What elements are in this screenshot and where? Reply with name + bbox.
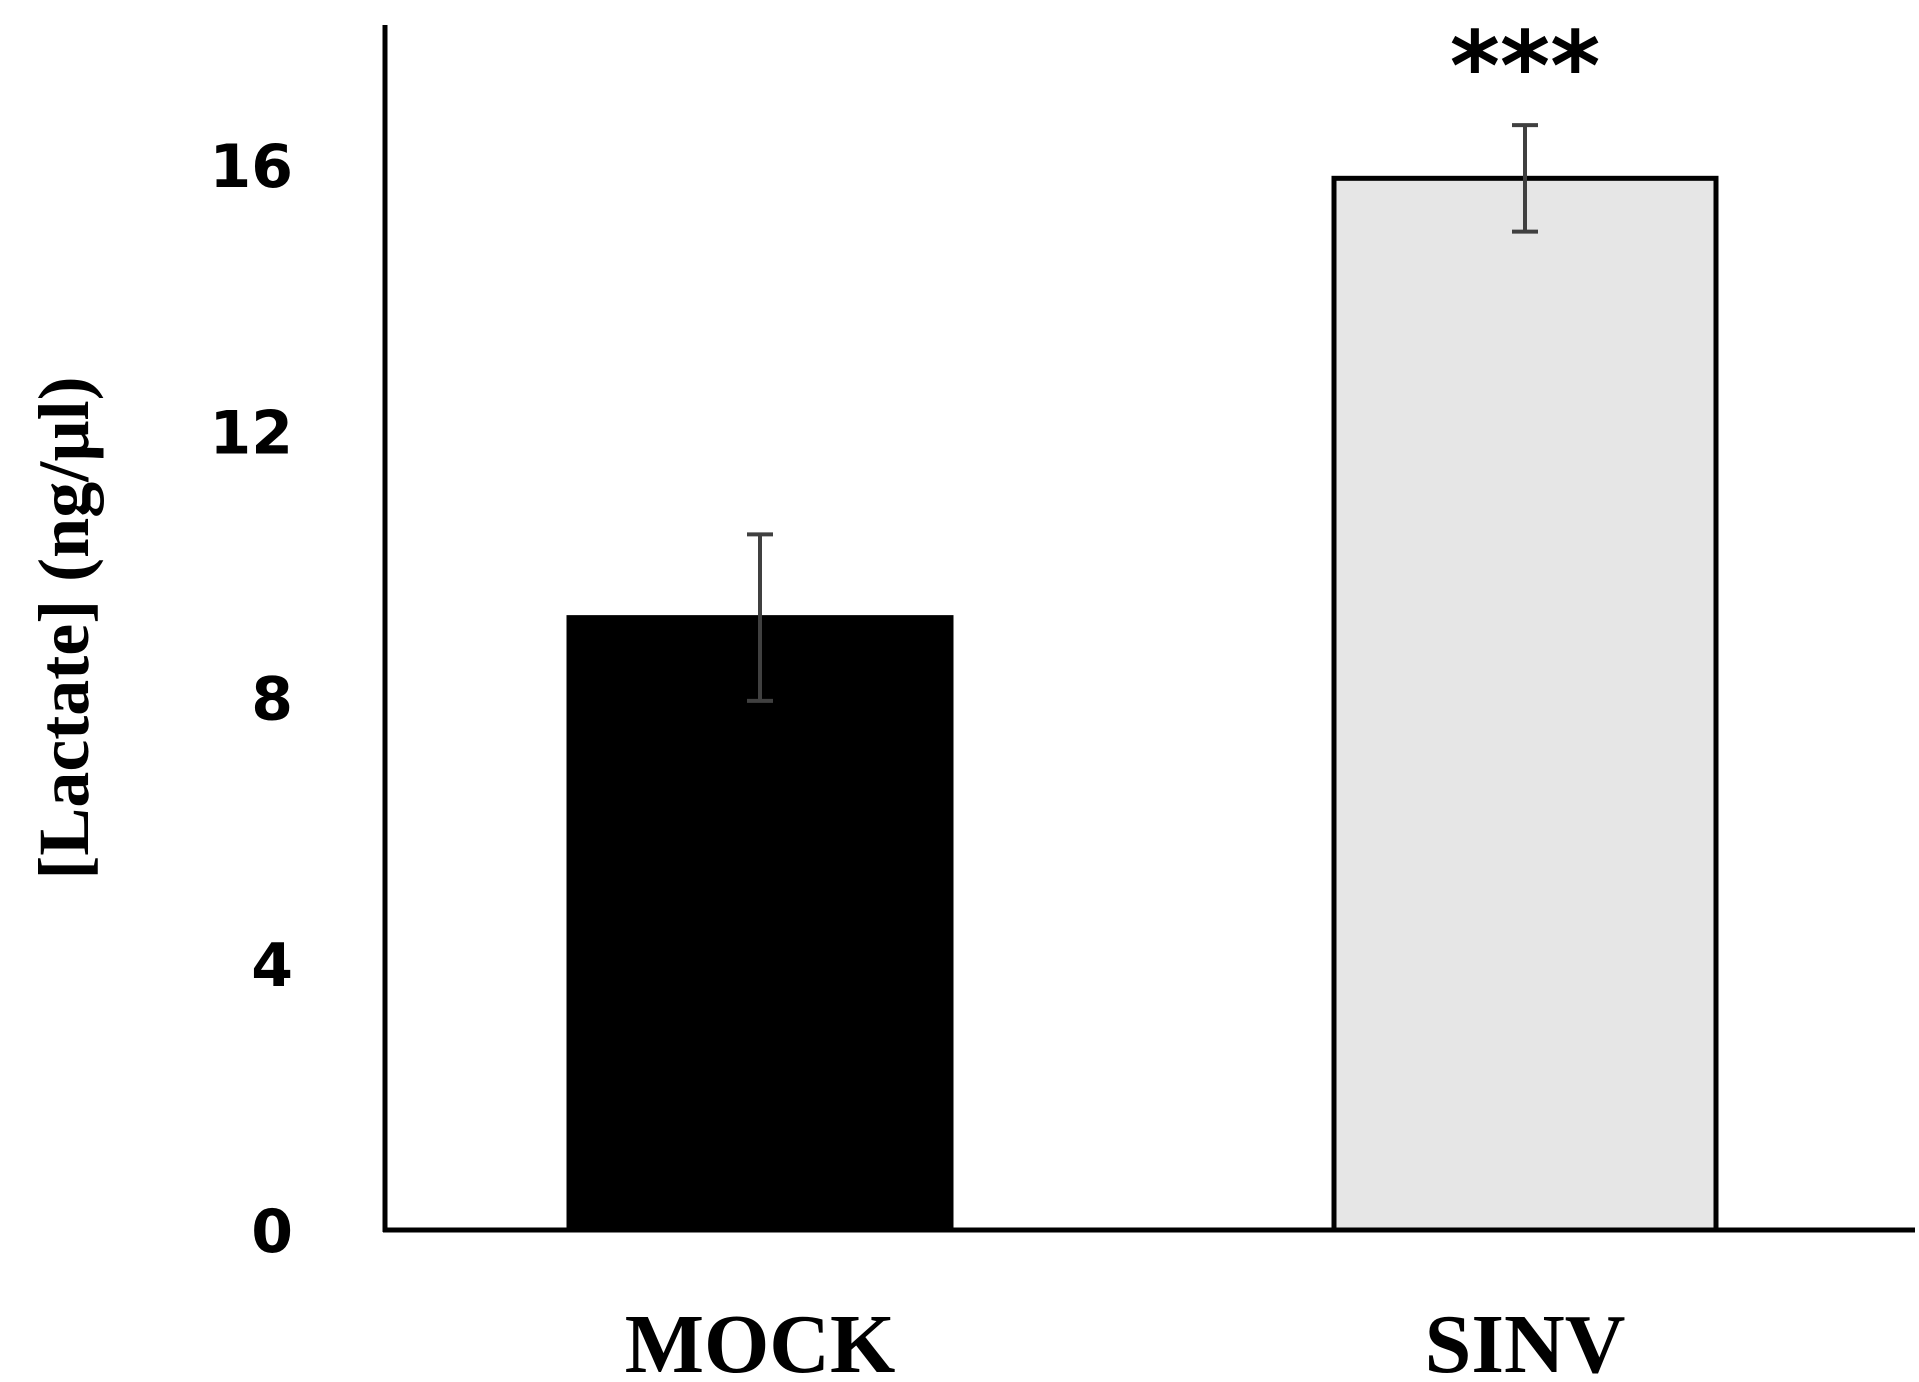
x-category-label: SINV [1425,1298,1626,1382]
x-category-label: MOCK [625,1298,896,1382]
y-tick-labels: 0 4 8 12 16 [210,132,294,1267]
error-bar-sinv [1512,123,1538,234]
error-bars [747,123,1538,703]
bar-sinv [1331,175,1719,1233]
significance-annotations: *** [1450,11,1601,123]
bar-mock [566,615,954,1233]
y-tick-label: 8 [251,665,293,735]
y-axis-label: [Lactate] (ng/µl) [24,376,104,879]
significance-label: *** [1450,11,1601,123]
y-tick-label: 4 [251,931,293,1001]
error-bar-mock [747,532,773,703]
y-tick-label: 16 [210,132,294,202]
axes [382,25,1915,1233]
x-category-labels: MOCK SINV [625,1298,1626,1382]
y-tick-label: 0 [251,1197,293,1267]
y-tick-label: 12 [210,398,294,468]
bars [566,175,1719,1233]
